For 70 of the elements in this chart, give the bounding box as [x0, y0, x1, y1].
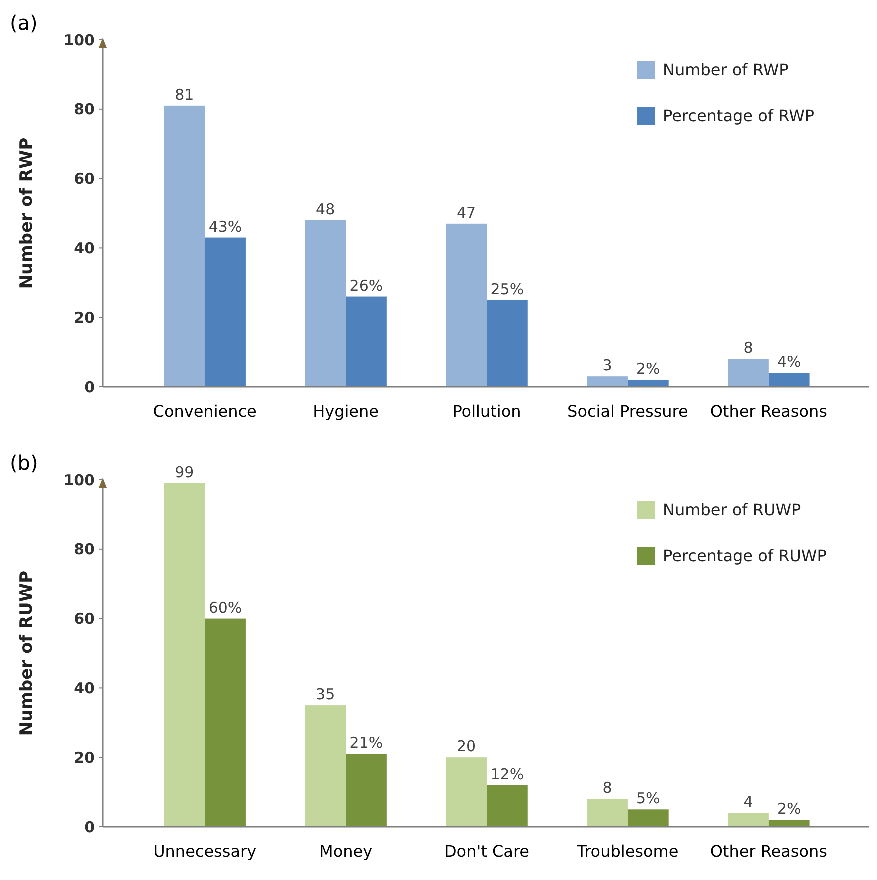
data-label: 3: [602, 356, 612, 375]
y-tick-label: 80: [74, 100, 95, 119]
y-tick-label: 40: [74, 679, 95, 698]
data-label: 21%: [350, 734, 384, 752]
bar: [628, 810, 669, 827]
bar: [628, 380, 669, 387]
y-tick-label: 0: [84, 818, 95, 836]
data-label: 5%: [636, 790, 660, 808]
data-label: 99: [175, 463, 194, 482]
x-tick-label: Hygiene: [313, 402, 380, 421]
bar: [305, 220, 346, 387]
data-label: 26%: [350, 276, 384, 295]
y-axis-title: Number of RWP: [17, 138, 37, 290]
data-label: 4%: [777, 353, 802, 372]
data-label: 12%: [490, 765, 524, 784]
bar: [487, 785, 528, 827]
data-label: 25%: [490, 280, 524, 298]
y-tick-label: 60: [74, 610, 95, 628]
y-tick-label: 100: [64, 471, 95, 490]
chart-title: (b): [10, 451, 38, 475]
y-tick-label: 100: [64, 31, 95, 50]
data-label: 48: [316, 200, 336, 218]
y-axis-title: Number of RUWP: [17, 570, 37, 736]
data-label: 43%: [208, 218, 242, 236]
data-label: 20: [457, 738, 476, 756]
data-label: 8: [602, 779, 612, 798]
legend-label: Percentage of RUWP: [663, 546, 828, 566]
x-tick-label: Unnecessary: [154, 842, 257, 861]
x-tick-label: Troublesome: [576, 842, 679, 861]
data-label: 81: [175, 86, 194, 104]
bar: [446, 758, 487, 827]
bar: [768, 373, 810, 387]
bar: [346, 296, 387, 387]
bar: [305, 706, 346, 827]
data-label: 47: [457, 204, 476, 222]
y-tick-label: 20: [74, 748, 95, 767]
data-label: 35: [316, 686, 336, 704]
y-tick-label: 80: [74, 540, 95, 559]
bar: [587, 376, 628, 387]
bar: [205, 618, 246, 827]
x-tick-label: Pollution: [452, 402, 522, 421]
legend-label: Number of RUWP: [663, 500, 802, 520]
y-tick-label: 60: [74, 170, 95, 188]
bar: [446, 224, 487, 387]
data-label: 8: [744, 339, 754, 358]
legend-label: Number of RWP: [663, 60, 790, 80]
x-tick-label: Other Reasons: [710, 402, 828, 421]
bar: [346, 754, 387, 827]
x-tick-label: Social Pressure: [568, 402, 688, 421]
x-tick-label: Don't Care: [444, 842, 530, 861]
bar: [164, 483, 206, 827]
y-tick-label: 0: [84, 378, 95, 396]
y-tick-label: 40: [74, 239, 95, 258]
chart-title: (a): [10, 11, 38, 35]
data-label: 4: [744, 793, 754, 812]
data-label: 2%: [636, 360, 660, 378]
y-tick-label: 20: [74, 308, 95, 327]
data-label: 2%: [777, 800, 802, 818]
x-tick-label: Money: [320, 842, 373, 861]
bar: [728, 813, 769, 827]
bar: [164, 106, 206, 387]
legend-label: Percentage of RWP: [663, 106, 815, 126]
bar: [768, 820, 810, 827]
data-label: 60%: [208, 598, 242, 617]
x-tick-label: Other Reasons: [710, 842, 828, 861]
bar: [728, 359, 769, 387]
bar: [205, 238, 246, 387]
bar: [587, 799, 628, 827]
bar: [487, 300, 528, 387]
x-tick-label: Convenience: [153, 402, 257, 421]
